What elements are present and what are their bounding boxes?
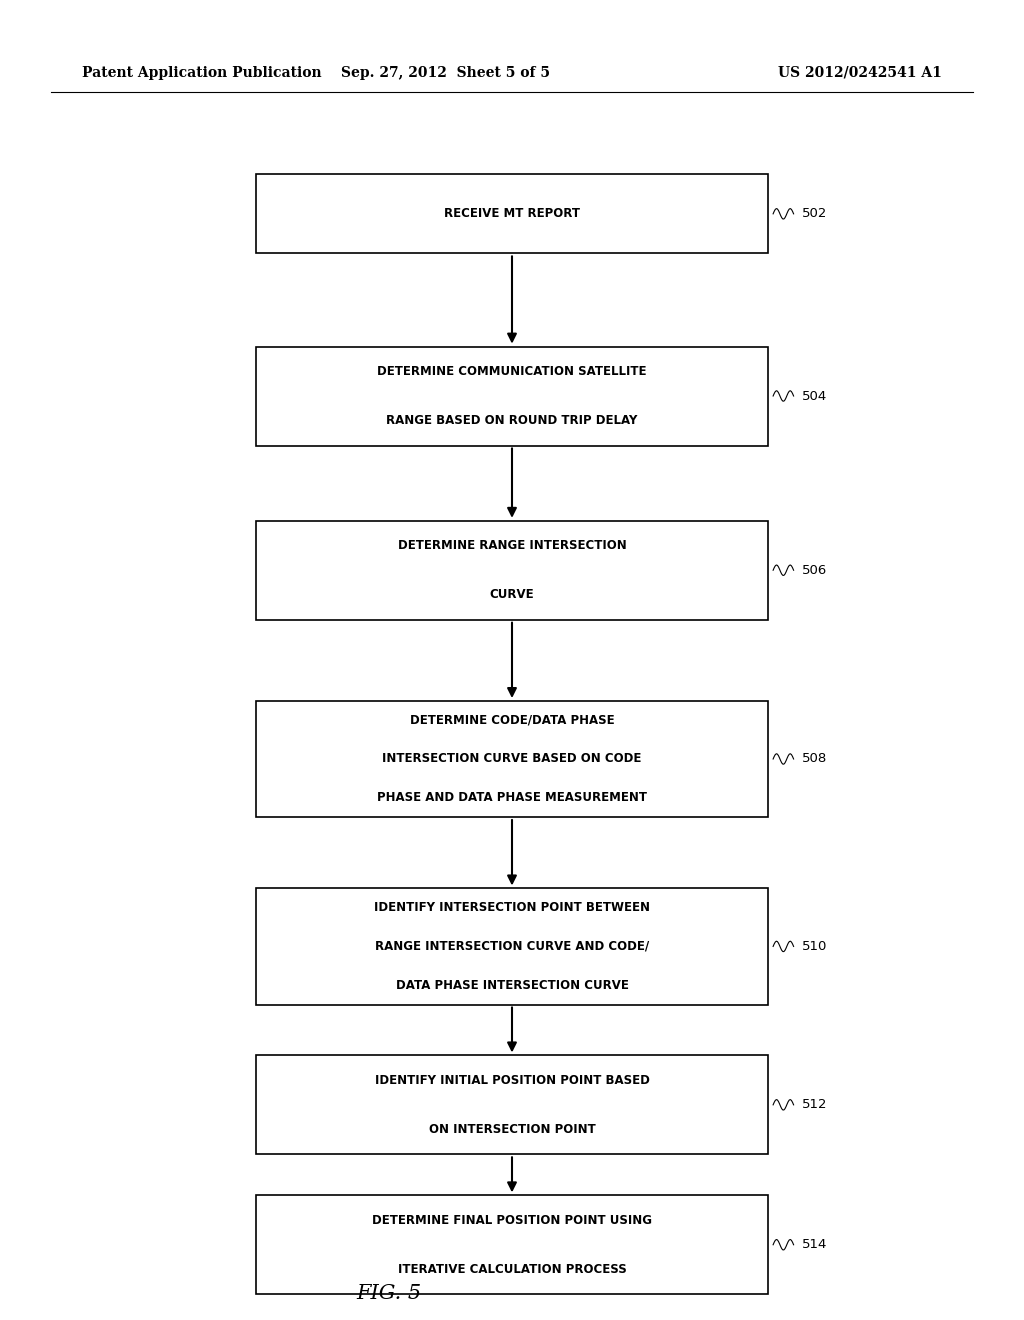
Text: IDENTIFY INTERSECTION POINT BETWEEN: IDENTIFY INTERSECTION POINT BETWEEN <box>374 902 650 915</box>
Text: DATA PHASE INTERSECTION CURVE: DATA PHASE INTERSECTION CURVE <box>395 978 629 991</box>
Bar <box>256 520 768 620</box>
Text: US 2012/0242541 A1: US 2012/0242541 A1 <box>778 66 942 79</box>
Text: 506: 506 <box>802 564 827 577</box>
Text: 508: 508 <box>802 752 827 766</box>
Text: RECEIVE MT REPORT: RECEIVE MT REPORT <box>444 207 580 220</box>
Text: ITERATIVE CALCULATION PROCESS: ITERATIVE CALCULATION PROCESS <box>397 1263 627 1276</box>
Text: RANGE INTERSECTION CURVE AND CODE/: RANGE INTERSECTION CURVE AND CODE/ <box>375 940 649 953</box>
Text: 504: 504 <box>802 389 827 403</box>
Text: 512: 512 <box>802 1098 827 1111</box>
Text: DETERMINE CODE/DATA PHASE: DETERMINE CODE/DATA PHASE <box>410 714 614 727</box>
Bar <box>256 346 768 446</box>
Text: ON INTERSECTION POINT: ON INTERSECTION POINT <box>429 1123 595 1137</box>
Text: DETERMINE COMMUNICATION SATELLITE: DETERMINE COMMUNICATION SATELLITE <box>377 364 647 378</box>
Text: Patent Application Publication: Patent Application Publication <box>82 66 322 79</box>
Bar <box>256 701 768 817</box>
Text: FIG. 5: FIG. 5 <box>356 1284 422 1303</box>
Bar <box>256 1196 768 1294</box>
Text: IDENTIFY INITIAL POSITION POINT BASED: IDENTIFY INITIAL POSITION POINT BASED <box>375 1073 649 1086</box>
Text: INTERSECTION CURVE BASED ON CODE: INTERSECTION CURVE BASED ON CODE <box>382 752 642 766</box>
Text: PHASE AND DATA PHASE MEASUREMENT: PHASE AND DATA PHASE MEASUREMENT <box>377 791 647 804</box>
Text: 510: 510 <box>802 940 827 953</box>
Bar <box>256 1056 768 1154</box>
Text: DETERMINE FINAL POSITION POINT USING: DETERMINE FINAL POSITION POINT USING <box>372 1213 652 1226</box>
Text: 514: 514 <box>802 1238 827 1251</box>
Text: 502: 502 <box>802 207 827 220</box>
Bar <box>256 888 768 1005</box>
Text: RANGE BASED ON ROUND TRIP DELAY: RANGE BASED ON ROUND TRIP DELAY <box>386 414 638 428</box>
Text: Sep. 27, 2012  Sheet 5 of 5: Sep. 27, 2012 Sheet 5 of 5 <box>341 66 550 79</box>
Text: CURVE: CURVE <box>489 589 535 602</box>
Text: DETERMINE RANGE INTERSECTION: DETERMINE RANGE INTERSECTION <box>397 539 627 552</box>
Bar <box>256 174 768 253</box>
